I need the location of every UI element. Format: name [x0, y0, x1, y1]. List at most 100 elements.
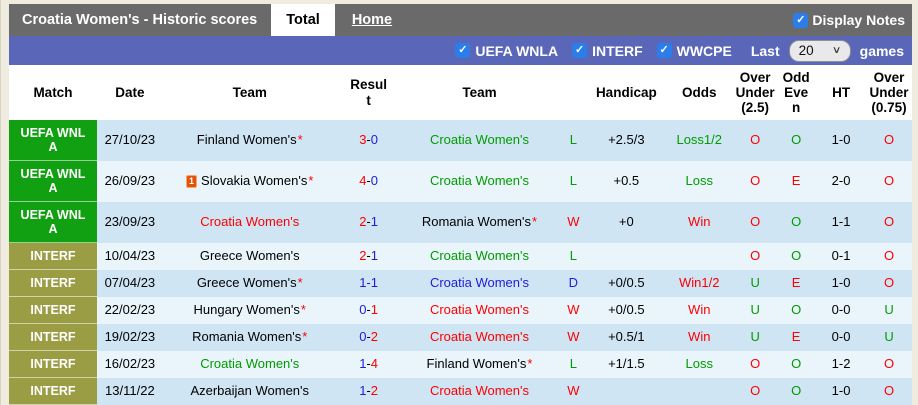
match-cell: INTERF — [9, 351, 97, 378]
handicap-cell: +0.5/1 — [588, 324, 665, 351]
over-under-2-5-cell: O — [734, 161, 777, 202]
table-row: INTERF 07/04/23 Greece Women's * 1-1 Croatia … — [9, 270, 912, 297]
tab-total-label: Total — [286, 12, 320, 28]
col-header-result: Resul t — [350, 77, 387, 108]
filter-uefa-wnla: ✓ UEFA WNLA — [455, 43, 558, 59]
date-cell: 13/11/22 — [96, 378, 163, 405]
tab-home-label: Home — [351, 12, 393, 28]
odds-cell: Win — [664, 297, 735, 324]
over-under-0-75-cell: O — [866, 270, 912, 297]
score-right: 2 — [370, 329, 378, 345]
odds-cell: Win — [664, 202, 735, 243]
tab-total[interactable]: Total — [271, 4, 335, 36]
display-notes-checkbox[interactable]: ✓ — [793, 12, 809, 28]
ht-cell: 0-0 — [816, 324, 867, 351]
wwcpe-label: WWCPE — [676, 42, 732, 59]
date-cell: 16/02/23 — [96, 351, 163, 378]
home-star-marker: * — [532, 214, 538, 230]
team2-cell: Croatia Women's — [400, 378, 559, 405]
score-right: 1 — [370, 248, 378, 264]
team1-cell: Finland Women's * — [162, 120, 337, 161]
team1-cell: Greece Women's — [162, 243, 337, 270]
interf-label: INTERF — [592, 42, 643, 59]
date-cell: 23/09/23 — [96, 202, 163, 243]
home-star-marker: * — [300, 302, 306, 318]
team1-name: Greece Women's — [196, 275, 297, 291]
score-left: 1 — [359, 356, 367, 372]
col-header-team1: Team — [232, 84, 267, 100]
team2-cell: Romania Women's * — [400, 202, 559, 243]
team2-name: Croatia Women's — [429, 248, 529, 264]
team2-cell: Croatia Women's — [400, 297, 559, 324]
score-dash: - — [366, 173, 371, 189]
date-cell: 07/04/23 — [96, 270, 163, 297]
team2-name: Croatia Women's — [429, 302, 529, 318]
over-under-0-75-cell: O — [866, 351, 912, 378]
odd-even-cell: O — [776, 297, 817, 324]
last-games-select[interactable]: 20 ∨ — [788, 39, 851, 62]
score-left: 2 — [359, 214, 367, 230]
red-card-icon: 1 — [186, 175, 198, 188]
team2-name: Croatia Women's — [429, 275, 529, 291]
odds-cell: Loss1/2 — [664, 120, 735, 161]
team1-name: Croatia Women's — [200, 214, 300, 230]
score-dash: - — [366, 275, 371, 291]
team2-name: Croatia Women's — [429, 173, 529, 189]
score-left: 1 — [359, 275, 367, 291]
over-under-0-75-cell: O — [866, 161, 912, 202]
wdl-cell: D — [558, 270, 589, 297]
over-under-0-75-cell: O — [866, 120, 912, 161]
historic-scores-table: Match Date Team Resul t Team Handicap Od… — [9, 65, 912, 405]
team1-name: Slovakia Women's — [201, 173, 308, 189]
team1-name: Azerbaijan Women's — [190, 383, 310, 399]
match-cell: INTERF — [9, 378, 97, 405]
score-left: 0 — [359, 329, 367, 345]
games-label: games — [859, 42, 904, 59]
over-under-0-75-cell: O — [866, 243, 912, 270]
score-left: 4 — [359, 173, 367, 189]
team1-cell: Azerbaijan Women's — [162, 378, 337, 405]
uefa-wnla-checkbox[interactable]: ✓ — [455, 43, 471, 58]
wdl-cell: L — [558, 161, 589, 202]
date-cell: 10/04/23 — [96, 243, 163, 270]
handicap-cell: +1/1.5 — [588, 351, 665, 378]
result-cell: 2-1 — [336, 243, 401, 270]
score-left: 0 — [359, 302, 367, 318]
team1-name: Finland Women's — [196, 132, 297, 148]
score-right: 1 — [370, 302, 378, 318]
ht-cell: 0-1 — [816, 243, 867, 270]
table-header-row: Match Date Team Resul t Team Handicap Od… — [9, 65, 912, 120]
handicap-cell: +0.5 — [588, 161, 665, 202]
col-header-date: Date — [115, 84, 145, 100]
tab-home[interactable]: Home — [337, 4, 407, 36]
wdl-cell: L — [558, 351, 589, 378]
home-star-marker: * — [308, 173, 314, 189]
col-header-over-under-0-75: Over Under (0.75) — [869, 69, 909, 116]
col-header-team2: Team — [462, 84, 497, 100]
date-cell: 27/10/23 — [96, 120, 163, 161]
team2-cell: Croatia Women's — [400, 324, 559, 351]
team1-cell: Hungary Women's * — [162, 297, 337, 324]
col-header-odd-even: Odd Eve n — [782, 69, 810, 116]
interf-checkbox[interactable]: ✓ — [572, 43, 588, 58]
ht-cell: 2-0 — [816, 161, 867, 202]
table-row: INTERF 22/02/23 Hungary Women's * 0-1 Croatia… — [9, 297, 912, 324]
match-cell: UEFA WNL A — [9, 120, 97, 161]
filter-bar: ✓ UEFA WNLA ✓ INTERF ✓ WWCPE Last 20 ∨ g… — [9, 36, 912, 65]
team2-name: Croatia Women's — [429, 132, 529, 148]
wwcpe-checkbox[interactable]: ✓ — [656, 43, 672, 58]
score-left: 3 — [359, 132, 367, 148]
team2-cell: Croatia Women's — [400, 161, 559, 202]
over-under-2-5-cell: O — [734, 243, 777, 270]
score-left: 2 — [359, 248, 367, 264]
wdl-cell: W — [558, 378, 589, 405]
result-cell: 2-1 — [336, 202, 401, 243]
result-cell: 1-2 — [336, 378, 401, 405]
match-cell: INTERF — [9, 243, 97, 270]
filter-interf: ✓ INTERF — [572, 43, 643, 59]
ht-cell: 1-0 — [816, 270, 867, 297]
table-body: UEFA WNL A 27/10/23 Finland Women's * 3-0 Cro… — [9, 120, 912, 405]
uefa-wnla-label: UEFA WNLA — [475, 42, 559, 59]
result-cell: 1-1 — [336, 270, 401, 297]
over-under-2-5-cell: O — [734, 351, 777, 378]
